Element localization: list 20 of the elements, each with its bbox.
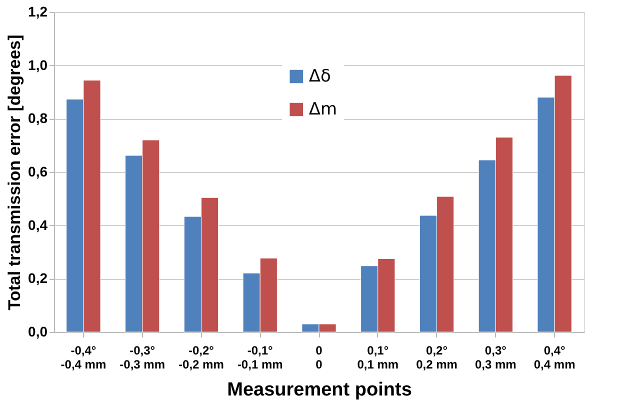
y-axis-title: Total transmission error [degrees] bbox=[5, 34, 24, 310]
y-tick-label: 1,2 bbox=[28, 4, 48, 20]
x-tick-label: -0,1° -0,1 mm bbox=[237, 344, 283, 372]
y-tick-label: 0,4 bbox=[28, 216, 48, 233]
x-tick-label: 0,2° 0,2 mm bbox=[416, 344, 458, 372]
y-tick-label: 0,6 bbox=[28, 164, 48, 180]
y-tick-label: 0,8 bbox=[28, 110, 48, 126]
x-tick-label: 0,4° 0,4 mm bbox=[534, 344, 576, 372]
x-axis-title: Measurement points bbox=[227, 380, 412, 400]
x-tick-label: 0,1° 0,1 mm bbox=[357, 344, 399, 372]
legend-label: Δm bbox=[308, 100, 338, 120]
legend-label: Δδ bbox=[308, 66, 331, 86]
y-tick-label: 0,0 bbox=[28, 324, 48, 340]
x-tick-label: 0 0 bbox=[316, 344, 323, 372]
x-tick-label: -0,4° -0,4 mm bbox=[60, 344, 106, 372]
x-tick-label: -0,2° -0,2 mm bbox=[178, 344, 224, 372]
x-tick-label: -0,3° -0,3 mm bbox=[120, 344, 166, 372]
y-tick-label: 1,0 bbox=[28, 56, 48, 73]
x-tick-label: 0,3° 0,3 mm bbox=[474, 344, 516, 372]
y-tick-label: 0,2 bbox=[28, 270, 48, 286]
